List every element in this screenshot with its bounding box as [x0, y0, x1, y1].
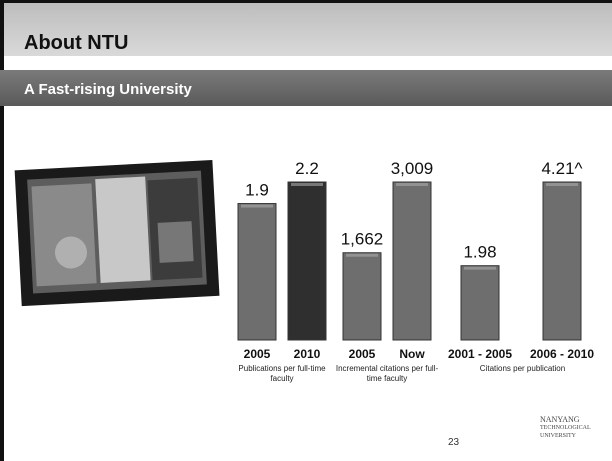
bar: [237, 203, 277, 341]
value-label: 1.98: [463, 243, 496, 262]
bar: [342, 252, 382, 341]
x-axis-label: Publications per full-time faculty: [238, 364, 326, 383]
logo: NANYANG TECHNOLOGICAL UNIVERSITY: [540, 416, 591, 440]
title-bar: [0, 0, 612, 56]
slide-title: About NTU: [24, 32, 129, 54]
bar-highlight: [291, 183, 323, 186]
bar: [542, 181, 582, 341]
photo: [14, 159, 220, 307]
value-label: 1,662: [341, 230, 384, 249]
bar-highlight: [546, 183, 578, 186]
x-tick-label: 2001 - 2005: [448, 347, 512, 361]
bar: [460, 265, 500, 341]
logo-line: NANYANG: [540, 415, 580, 424]
bar: [392, 181, 432, 341]
value-label: 1.9: [245, 181, 269, 200]
value-label: 4.21^: [541, 159, 582, 178]
logo-line: UNIVERSITY: [540, 433, 576, 439]
x-tick-label: 2005: [244, 347, 271, 361]
x-tick-label: Now: [399, 347, 425, 361]
edge: [0, 0, 4, 461]
x-axis-label: Incremental citations per full-time facu…: [335, 364, 439, 383]
bar: [287, 181, 327, 341]
x-axis-label: Citations per publication: [479, 364, 566, 373]
x-tick-label: 2010: [294, 347, 321, 361]
bar-highlight: [396, 183, 428, 186]
bar-highlight: [241, 204, 273, 208]
value-label: 2.2: [295, 159, 319, 178]
page-number: 23: [448, 437, 460, 448]
slide-subtitle: A Fast-rising University: [24, 81, 192, 98]
bar-highlight: [464, 266, 496, 270]
bar-highlight: [346, 253, 378, 257]
logo-line: TECHNOLOGICAL: [540, 425, 591, 431]
x-tick-label: 2005: [349, 347, 376, 361]
x-tick-label: 2006 - 2010: [530, 347, 594, 361]
value-label: 3,009: [391, 159, 434, 178]
subtitle-band: [0, 70, 612, 106]
